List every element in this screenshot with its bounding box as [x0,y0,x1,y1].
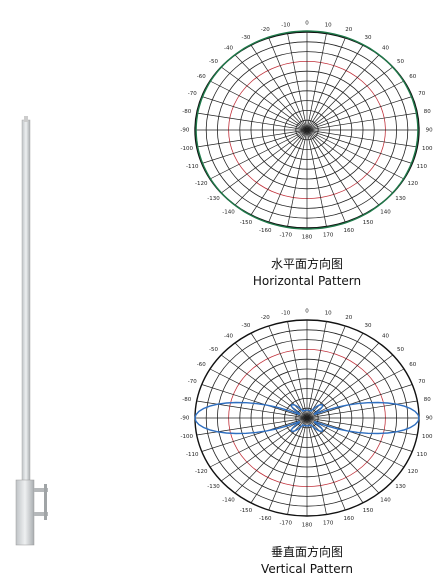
polar-plot: 0 10 20 30 40 50 60 70 80 90 100 110 120 130 140 150 160… [180,21,433,241]
canvas: 水平面方向图 Horizontal Pattern 垂直面方向图 Vertica… [0,0,441,580]
angle-label: 150 [363,508,374,514]
antenna-tip [24,116,28,122]
angle-label: 140 [380,209,391,215]
angle-label: -50 [209,347,218,353]
angle-label: 50 [397,347,404,353]
angle-label: 20 [345,315,352,321]
angle-label: -140 [222,209,235,215]
angle-label: 0 [305,309,309,315]
angle-label: 170 [323,233,334,239]
angle-label: 160 [344,516,355,522]
angle-label: -40 [224,334,233,340]
angle-label: -70 [188,379,197,385]
angle-label: -110 [186,452,199,458]
polar-plot: 0 10 20 30 40 50 60 70 80 90 100 110 120 130 140 150 160… [180,309,433,529]
angle-label: -170 [280,521,293,527]
antenna-radome [22,120,30,490]
angle-label: 80 [424,397,431,403]
caption-cn: 垂直面方向图 [271,544,343,559]
angle-label: 60 [409,362,416,368]
angle-label: -90 [180,128,189,134]
angle-label: -60 [197,74,206,80]
angle-label: -160 [259,516,272,522]
angle-label: 100 [422,146,433,152]
angle-label: 50 [397,59,404,65]
mount-clamp [44,484,47,520]
angle-label: -160 [259,228,272,234]
angle-label: -130 [207,484,220,490]
antenna [16,116,48,545]
angle-label: 30 [365,323,372,329]
angle-label: 30 [365,35,372,41]
angle-label: -60 [197,362,206,368]
angle-label: 0 [305,21,309,27]
angle-label: 10 [325,310,332,316]
angle-label: -120 [195,469,208,475]
antenna-base [16,480,34,545]
angle-label: -30 [241,323,250,329]
angle-label: 120 [407,181,418,187]
caption-en: Vertical Pattern [261,562,353,576]
angle-label: 90 [426,128,433,134]
angle-label: -100 [181,434,194,440]
angle-label: 180 [302,522,313,528]
angle-label: 80 [424,109,431,115]
angle-label: 110 [416,164,427,170]
angle-label: -170 [280,233,293,239]
angle-label: 10 [325,22,332,28]
angle-label: -70 [188,91,197,97]
angle-label: -150 [240,508,253,514]
angle-label: 130 [395,196,406,202]
caption-cn: 水平面方向图 [271,256,343,271]
angle-label: -150 [240,220,253,226]
angle-label: -80 [182,397,191,403]
angle-label: -100 [181,146,194,152]
angle-label: -80 [182,109,191,115]
angle-label: 160 [344,228,355,234]
angle-label: -50 [209,59,218,65]
angle-label: -20 [261,315,270,321]
angle-label: 20 [345,27,352,33]
angle-label: 40 [382,334,389,340]
angle-label: 70 [418,379,425,385]
angle-label: -90 [180,416,189,422]
page: 水平面方向图 Horizontal Pattern 垂直面方向图 Vertica… [0,0,441,580]
angle-label: 120 [407,469,418,475]
angle-label: 140 [380,497,391,503]
angle-label: 70 [418,91,425,97]
caption-en: Horizontal Pattern [253,274,361,288]
angle-label: 90 [426,416,433,422]
angle-label: -30 [241,35,250,41]
angle-label: -120 [195,181,208,187]
angle-label: -140 [222,497,235,503]
angle-label: 180 [302,234,313,240]
angle-label: 150 [363,220,374,226]
angle-label: -10 [281,22,290,28]
angle-label: 60 [409,74,416,80]
angle-label: 40 [382,46,389,52]
angle-label: -110 [186,164,199,170]
angle-label: -130 [207,196,220,202]
angle-label: -20 [261,27,270,33]
angle-label: 110 [416,452,427,458]
angle-label: -10 [281,310,290,316]
angle-label: -40 [224,46,233,52]
angle-label: 130 [395,484,406,490]
angle-label: 170 [323,521,334,527]
angle-label: 100 [422,434,433,440]
